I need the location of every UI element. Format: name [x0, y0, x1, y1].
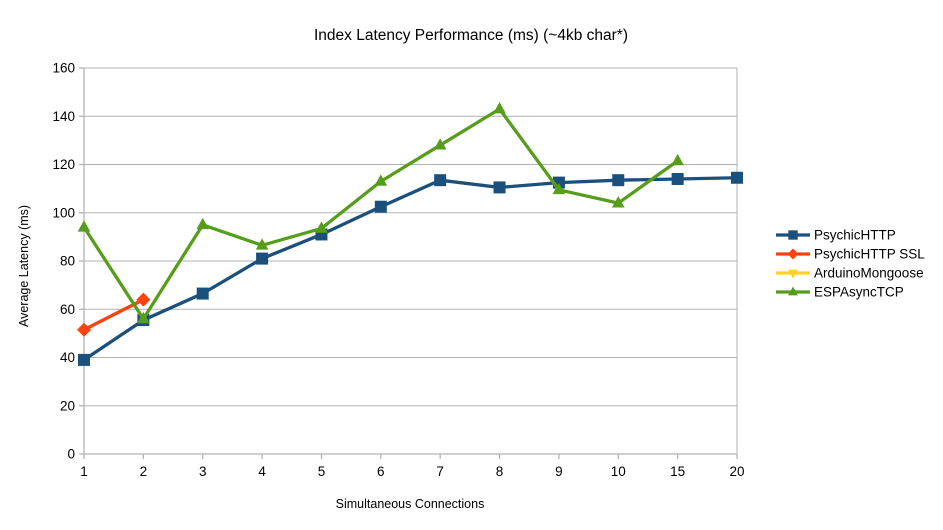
- legend-marker-psychichttp-ssl: [787, 248, 799, 260]
- marker-espasynctcp-4: [255, 238, 269, 250]
- y-tick-label-60: 60: [60, 302, 75, 317]
- marker-espasynctcp-10: [611, 196, 625, 208]
- x-tick-label-7: 7: [436, 464, 444, 479]
- legend-label-espasynctcp: ESPAsyncTCP: [814, 285, 904, 300]
- y-tick-label-120: 120: [52, 157, 75, 172]
- x-tick-labels: 1 2 3 4 5 6 7 8 9 10 15 20: [80, 464, 744, 479]
- y-tick-label-40: 40: [60, 350, 75, 365]
- y-tick-label-100: 100: [52, 205, 75, 220]
- marker-psychichttp-3: [196, 287, 209, 300]
- marker-psychichttp-4: [256, 252, 269, 265]
- legend-label-psychichttp-ssl: PsychicHTTP SSL: [814, 247, 925, 262]
- marker-espasynctcp-6: [374, 174, 388, 186]
- series-line-espasynctcp: [82, 106, 679, 322]
- series-plot: [77, 102, 743, 366]
- marker-psychichttp-6: [374, 200, 387, 213]
- gridlines: [84, 67, 738, 455]
- marker-espasynctcp-8: [493, 102, 506, 114]
- legend-marker-psychichttp: [788, 230, 798, 240]
- x-tick-label-20: 20: [729, 464, 744, 479]
- y-tick-label-80: 80: [60, 254, 75, 269]
- marker-espasynctcp-5: [315, 221, 328, 233]
- axes: [79, 67, 738, 459]
- x-axis-title: Simultaneous Connections: [336, 497, 485, 511]
- marker-espasynctcp-3: [196, 217, 210, 230]
- y-tick-labels: 0 20 40 60 80 100 120 140 160: [52, 61, 75, 462]
- legend-item-arduinomongoose: ArduinoMongoose: [776, 266, 924, 281]
- y-tick-label-160: 160: [52, 61, 75, 76]
- legend-label-psychichttp: PsychicHTTP: [814, 228, 896, 243]
- x-tick-label-5: 5: [318, 464, 326, 479]
- x-tick-label-15: 15: [670, 464, 685, 479]
- legend: PsychicHTTP PsychicHTTP SSL ArduinoMongoos…: [776, 228, 925, 300]
- x-tick-label-6: 6: [377, 464, 385, 479]
- marker-psychichttp-1: [78, 353, 90, 366]
- marker-espasynctcp-15: [671, 153, 684, 166]
- chart-title: Index Latency Performance (ms) (~4kb cha…: [314, 27, 628, 44]
- x-tick-label-8: 8: [496, 464, 504, 479]
- legend-item-espasynctcp: ESPAsyncTCP: [776, 285, 904, 300]
- marker-espasynctcp-1: [77, 220, 91, 232]
- x-tick-label-2: 2: [140, 464, 148, 479]
- legend-label-arduinomongoose: ArduinoMongoose: [814, 266, 924, 281]
- legend-marker-arduinomongoose: [788, 269, 798, 279]
- legend-marker-espasynctcp: [788, 286, 798, 296]
- marker-espasynctcp-9: [552, 182, 566, 195]
- x-tick-label-9: 9: [555, 464, 563, 479]
- y-tick-label-20: 20: [60, 398, 75, 413]
- marker-psychichttp-20: [731, 171, 743, 184]
- x-tick-label-1: 1: [80, 464, 88, 479]
- marker-psychichttp-7: [434, 174, 447, 187]
- x-tick-label-10: 10: [611, 464, 626, 479]
- x-tick-label-3: 3: [199, 464, 207, 479]
- x-tick-label-4: 4: [258, 464, 266, 479]
- legend-item-psychichttp: PsychicHTTP: [776, 228, 896, 243]
- marker-espasynctcp-2: [137, 311, 150, 324]
- legend-item-psychichttp-ssl: PsychicHTTP SSL: [776, 247, 925, 262]
- y-tick-label-0: 0: [67, 447, 75, 462]
- y-axis-title: Average Latency (ms): [17, 205, 31, 327]
- marker-espasynctcp-7: [433, 138, 447, 150]
- marker-psychichttp-ssl-2: [136, 292, 151, 307]
- marker-psychichttp-10: [612, 174, 625, 187]
- marker-psychichttp-8: [493, 181, 506, 194]
- series-line-psychichttp: [83, 176, 738, 362]
- y-tick-label-140: 140: [52, 109, 75, 124]
- marker-psychichttp-ssl-1: [77, 322, 91, 337]
- marker-psychichttp-15: [671, 172, 684, 185]
